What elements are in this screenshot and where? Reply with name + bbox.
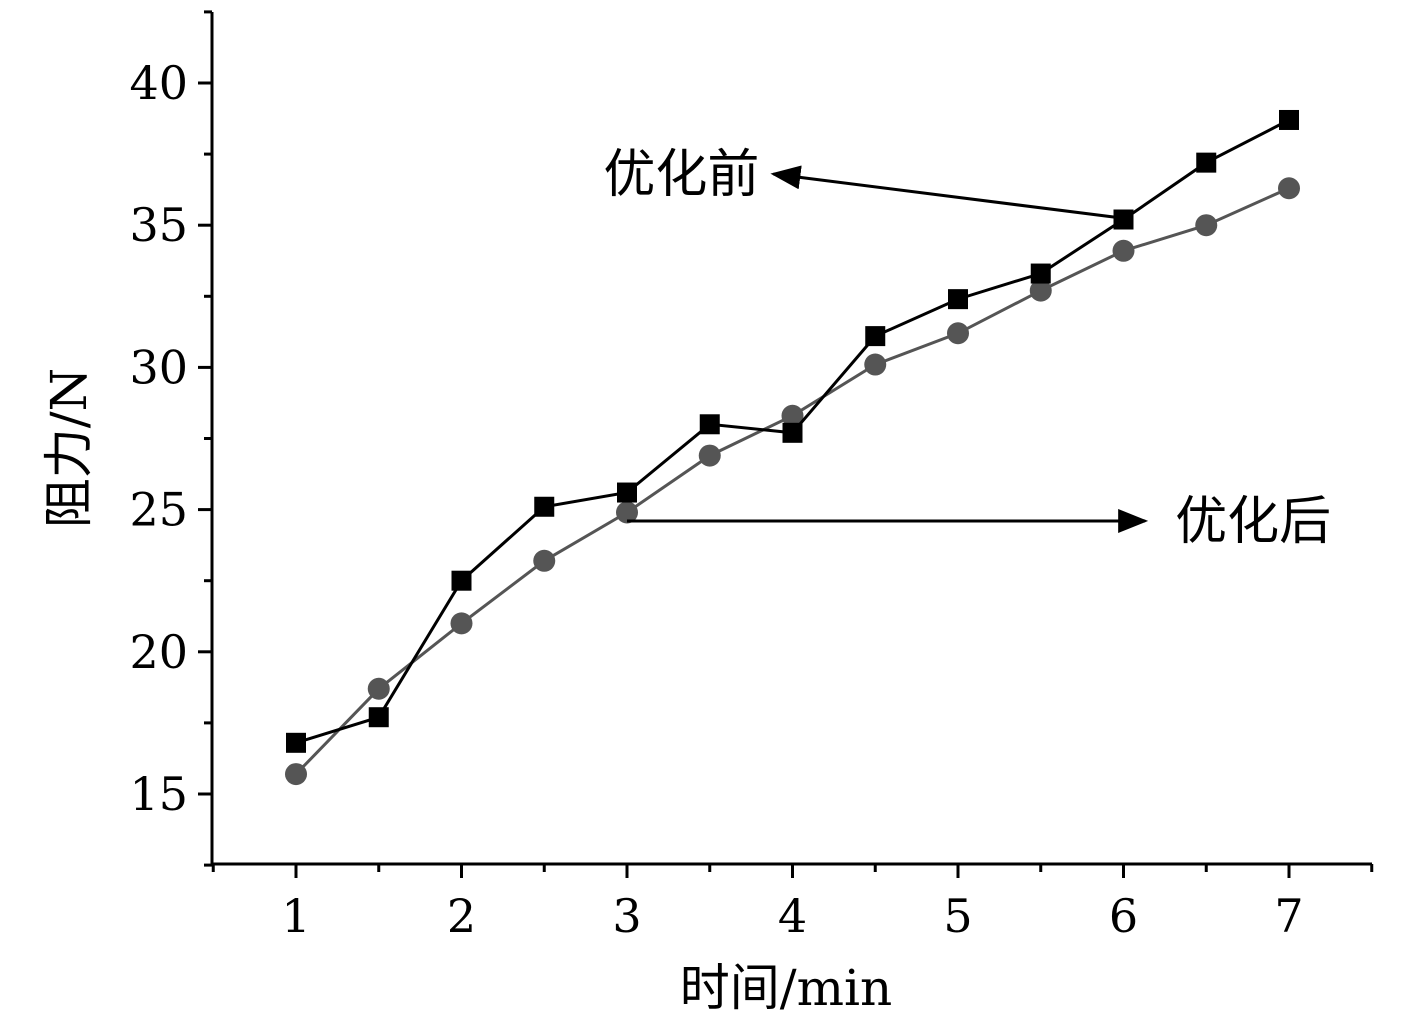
data-point-after [864,353,887,376]
data-point-before [699,414,720,435]
data-point-before [617,482,637,503]
x-axis-title: 时间/min [680,959,892,1017]
data-point-after [1112,239,1135,262]
x-tick-label: 4 [778,889,807,943]
data-point-before [534,496,555,517]
data-point-before [1279,109,1299,130]
x-tick-label: 5 [943,889,972,943]
x-tick-label: 7 [1274,889,1303,943]
x-tick-label: 2 [447,889,476,943]
x-tick-label: 6 [1109,889,1138,943]
data-point-after [367,677,390,700]
data-point-before [286,732,306,753]
data-point-after [1195,214,1218,237]
annotation-label: 优化前 [603,145,759,205]
data-point-before [368,707,389,728]
y-axis-title: 阻力/N [40,368,98,529]
data-point-after [285,763,307,786]
y-tick-label: 20 [129,625,188,679]
data-point-before [782,422,803,443]
data-point-after [698,444,721,467]
data-point-before [1030,263,1051,284]
annotation-label: 优化后 [1175,492,1331,552]
data-point-before [1113,209,1134,230]
data-point-after [450,612,473,635]
y-tick-label: 40 [129,56,188,110]
data-point-after [1278,177,1300,200]
series-line-after [294,186,1290,776]
data-point-after [1029,279,1052,302]
x-tick-label: 1 [281,889,310,943]
data-point-after [533,549,556,572]
data-point-after [947,322,969,345]
data-point-before [948,289,968,310]
data-point-after [616,501,638,524]
data-point-before [451,570,472,591]
series-layer [285,109,1300,786]
y-tick-label: 35 [129,198,188,252]
axes: 15 20 25 30 35 40 1 2 3 4 5 6 7 [129,10,1374,943]
x-tick-label: 3 [612,889,641,943]
y-tick-label: 30 [129,340,188,394]
data-point-before [865,326,886,347]
y-tick-label: 15 [129,767,188,821]
annotation-arrow [770,165,1118,220]
data-point-after [781,404,804,427]
data-point-before [1196,152,1217,173]
y-tick-label: 25 [129,483,188,537]
